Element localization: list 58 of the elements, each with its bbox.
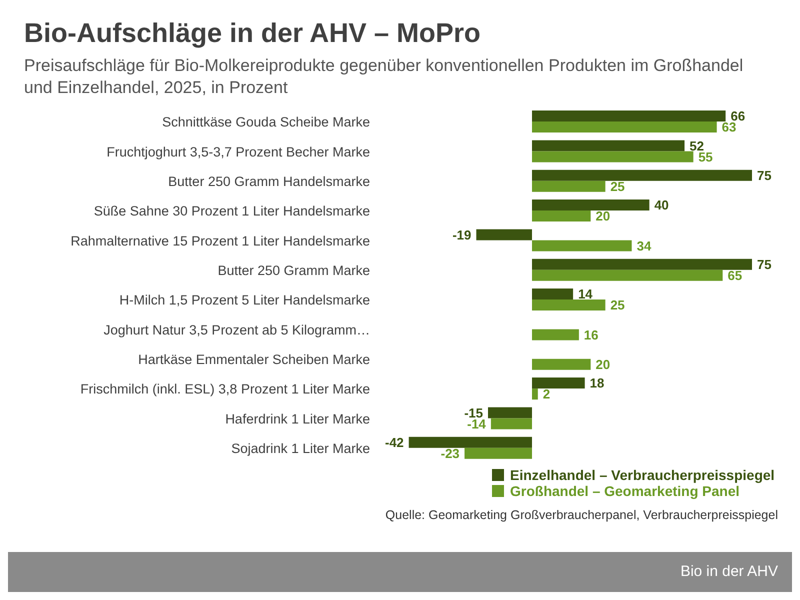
y-tick-label: Butter 250 Gramm Marke [218,262,370,278]
legend-label: Einzelhandel – Verbraucherpreisspiegel [509,467,775,483]
data-label: 75 [757,168,772,183]
data-label: 75 [757,256,772,272]
data-label: 65 [728,268,742,283]
bar [488,407,532,418]
bar [532,358,591,370]
chart-subtitle: Preisaufschläge für Bio-Molkereiprodukte gegenüber konventionellen Produkten im Großhandel und Einzelhandel, 2025, in Prozent [24,55,744,99]
bar [532,151,694,162]
y-tick-label: Joghurt Natur 3,5 Prozent ab 5 Kilogramm… [104,322,370,338]
data-label: 18 [590,376,604,391]
bar [532,140,685,152]
y-tick-label: Fruchtjoghurt 3,5-3,7 Prozent Becher Marke [106,144,370,160]
bar [532,329,579,340]
bar [532,110,726,122]
data-label: 63 [722,120,736,135]
y-tick-label: Frischmilch (inkl. ESL) 3,8 Prozent 1 Liter Marke [80,382,370,397]
y-tick-label: Schnittkäse Gouda Scheibe Marke [162,114,370,130]
data-label: 14 [578,286,594,302]
data-label: -19 [452,227,472,242]
bar [532,170,752,181]
y-tick-label: Haferdrink 1 Liter Marke [225,411,370,426]
text: Bio in der AHV [680,563,778,580]
data-label: 20 [596,356,610,372]
data-label: 2 [542,386,550,402]
bar [532,200,650,211]
y-tick-label: Süße Sahne 30 Prozent 1 Liter Handelsmarke [94,204,370,219]
chart-title: Bio-Aufschläge in der AHV – MoPro [24,18,482,49]
data-label: 40 [654,198,669,213]
data-label: 16 [584,327,598,342]
bar [532,388,538,400]
bar [408,436,532,448]
bar [532,180,606,192]
legend-label: Großhandel – Geomarketing Panel [509,483,740,499]
data-label: -15 [464,405,483,420]
data-label: 25 [610,178,625,194]
bar [532,378,585,389]
bar [532,300,606,311]
bar [490,418,532,430]
bar [532,270,723,281]
bar [532,210,591,222]
bar [532,122,717,133]
data-label: -23 [440,446,460,461]
bar [532,258,752,270]
source-note: Quelle: Geomarketing Großverbraucherpanel, Verbraucherpreisspiegel [385,508,778,522]
y-tick-label: Butter 250 Gramm Handelsmarke [168,174,370,189]
y-tick-label: H-Milch 1,5 Prozent 5 Liter Handelsmarke [119,292,370,308]
y-tick-label: Hartkäse Emmentaler Scheiben Marke [138,352,370,367]
bar [476,229,532,240]
bar [464,448,532,459]
data-label: 20 [596,208,610,224]
y-tick-label: Sojadrink 1 Liter Marke [231,440,370,456]
data-label: 25 [610,298,625,313]
bar [532,288,574,300]
data-label: -42 [385,434,404,450]
bar [532,240,632,252]
data-label: 34 [636,238,652,254]
y-tick-label: Rahmalternative 15 Prozent 1 Liter Handelsmarke [70,233,370,248]
